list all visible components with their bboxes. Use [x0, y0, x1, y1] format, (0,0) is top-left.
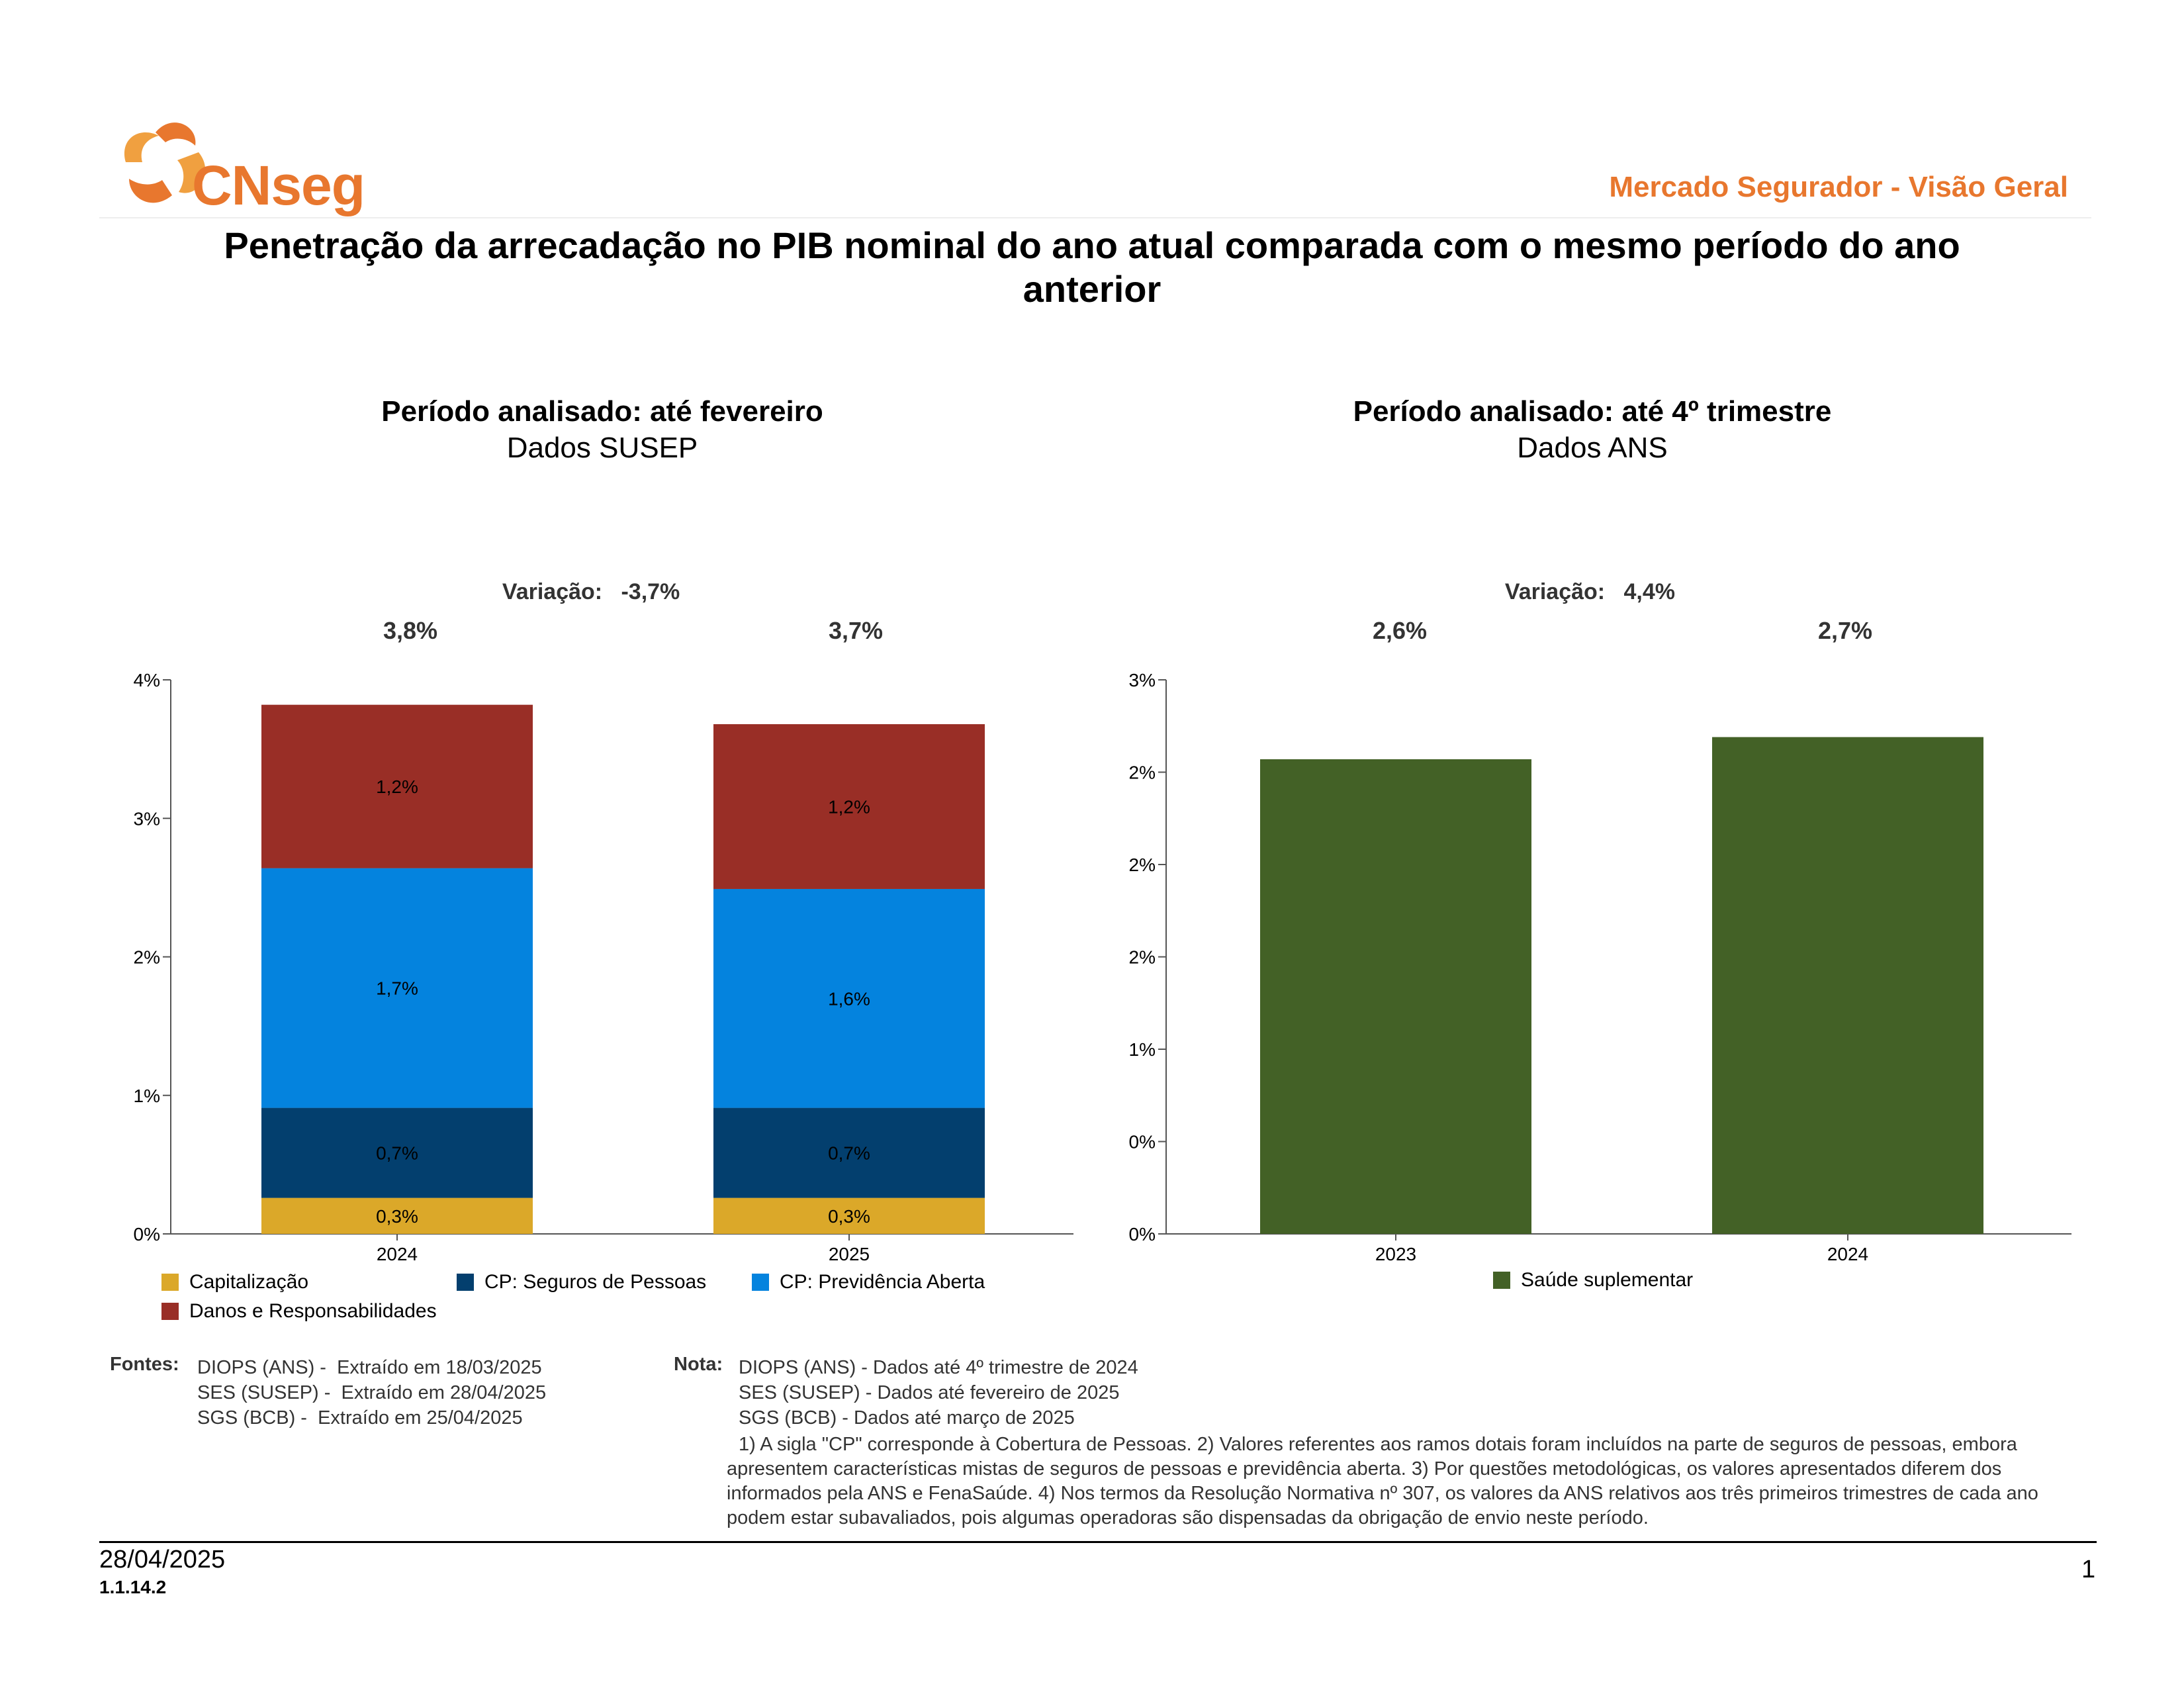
bar	[1260, 759, 1531, 1234]
report-date: 28/04/2025	[99, 1546, 226, 1573]
y-tick-label: 0%	[1129, 1224, 1156, 1244]
bar-segment	[261, 1197, 533, 1234]
bar-segment	[713, 1107, 985, 1198]
legend-label: Capitalização	[189, 1271, 309, 1293]
y-tick-label: 3%	[134, 808, 160, 829]
page-number: 1	[2081, 1556, 2096, 1583]
y-tick-label: 1%	[1129, 1039, 1156, 1060]
legend-item-previdencia: CP: Previdência Aberta	[752, 1271, 985, 1293]
legend-item-seguros-pessoas: CP: Seguros de Pessoas	[457, 1271, 706, 1293]
data-label: 0,7%	[376, 1143, 418, 1164]
legend-item-saude: Saúde suplementar	[1493, 1269, 1693, 1291]
y-tick-label: 2%	[1129, 763, 1156, 783]
x-tick-label: 2025	[829, 1244, 870, 1264]
source-line: SES (SUSEP) - Extraído em 28/04/2025	[197, 1382, 547, 1403]
legend-label: CP: Seguros de Pessoas	[484, 1271, 707, 1293]
x-tick-label: 2023	[1375, 1244, 1416, 1264]
susep-stacked-bar-chart: 0% 1% 2% 3% 4% 0,3% 0,7% 1,7% 1,2% 2024 0,3% 0,7% 1,…	[134, 670, 1073, 1264]
y-tick-label: 3%	[1129, 670, 1156, 690]
left-variation: Variação: -3,7%	[490, 553, 680, 605]
y-tick-label: 4%	[134, 670, 160, 690]
right-variation: Variação: 4,4%	[1492, 553, 1675, 605]
x-tick-label: 2024	[377, 1244, 418, 1264]
data-label: 1,2%	[376, 776, 418, 797]
y-tick-label: 0%	[134, 1224, 160, 1244]
y-tick-label: 2%	[1129, 855, 1156, 875]
bar-segment	[261, 704, 533, 868]
page-title: Penetração da arrecadação no PIB nominal…	[224, 224, 1960, 310]
sources-list: DIOPS (ANS) - Extraído em 18/03/2025 SES…	[197, 1355, 546, 1430]
left-variation-value: -3,7%	[621, 579, 680, 604]
cnseg-logo-mark	[124, 122, 206, 203]
legend-swatch	[161, 1303, 179, 1320]
data-label: 1,7%	[376, 978, 418, 999]
right-panel-title: Período analisado: até 4º trimestre	[1353, 395, 1832, 428]
note-paragraph: 1) A sigla "CP" corresponde à Cobertura …	[727, 1434, 2038, 1528]
data-label: 0,7%	[828, 1143, 870, 1164]
legend-label: CP: Previdência Aberta	[780, 1271, 985, 1293]
y-tick-label: 0%	[1129, 1132, 1156, 1152]
data-label: 0,3%	[376, 1206, 418, 1227]
right-variation-label: Variação:	[1504, 579, 1606, 604]
note-line: DIOPS (ANS) - Dados até 4º trimestre de …	[739, 1357, 1138, 1378]
y-tick-label: 1%	[134, 1086, 160, 1106]
left-panel-title: Período analisado: até fevereiro	[381, 395, 823, 428]
right-total-2024: 2,7%	[1817, 617, 1873, 644]
right-total-2023: 2,6%	[1372, 617, 1428, 644]
left-total-2025: 3,7%	[828, 617, 884, 644]
section-title: Mercado Segurador - Visão Geral	[1609, 171, 2068, 203]
ans-bar-chart: 0% 0% 1% 2% 2% 2% 3% 2023 2024	[1129, 670, 2071, 1264]
data-label: 1,2%	[828, 796, 870, 817]
note-line: SES (SUSEP) - Dados até fevereiro de 202…	[739, 1382, 1120, 1403]
legend-label: Danos e Responsabilidades	[189, 1300, 437, 1322]
right-panel-subtitle: Dados ANS	[1517, 432, 1668, 464]
left-total-2024: 3,8%	[383, 617, 438, 644]
note-lines: DIOPS (ANS) - Dados até 4º trimestre de …	[739, 1355, 1138, 1430]
note-line: SGS (BCB) - Dados até março de 2025	[739, 1407, 1075, 1429]
bar-segment	[261, 868, 533, 1108]
legend-swatch	[161, 1274, 179, 1291]
data-label: 0,3%	[828, 1206, 870, 1227]
legend-item-capitalizacao: Capitalização	[161, 1271, 308, 1293]
bar	[1712, 737, 1983, 1234]
legend-swatch	[752, 1274, 769, 1291]
legend-swatch	[457, 1274, 474, 1291]
bar-segment	[261, 1107, 533, 1198]
data-label: 1,6%	[828, 988, 870, 1009]
cnseg-logo: CNseg	[99, 99, 365, 218]
source-line: SGS (BCB) - Extraído em 25/04/2025	[197, 1407, 523, 1429]
note-label: Nota:	[674, 1354, 723, 1375]
footer-divider	[99, 1541, 2097, 1543]
right-variation-value: 4,4%	[1623, 579, 1675, 604]
y-tick-label: 2%	[134, 947, 160, 968]
left-panel-subtitle: Dados SUSEP	[506, 432, 698, 464]
bar-segment	[713, 888, 985, 1108]
legend-item-danos: Danos e Responsabilidades	[161, 1300, 437, 1323]
legend-label: Saúde suplementar	[1521, 1269, 1694, 1291]
sources-label: Fontes:	[110, 1354, 179, 1375]
bar-segment	[713, 1197, 985, 1234]
bar-segment	[713, 724, 985, 889]
x-tick-label: 2024	[1827, 1244, 1868, 1264]
legend-swatch	[1493, 1272, 1510, 1289]
source-line: DIOPS (ANS) - Extraído em 18/03/2025	[197, 1357, 542, 1378]
logo-wordmark: CNseg	[192, 154, 365, 216]
y-tick-label: 2%	[1129, 947, 1156, 968]
report-code: 1.1.14.2	[99, 1577, 167, 1597]
header-divider	[99, 217, 2091, 218]
left-variation-label: Variação:	[502, 579, 603, 604]
